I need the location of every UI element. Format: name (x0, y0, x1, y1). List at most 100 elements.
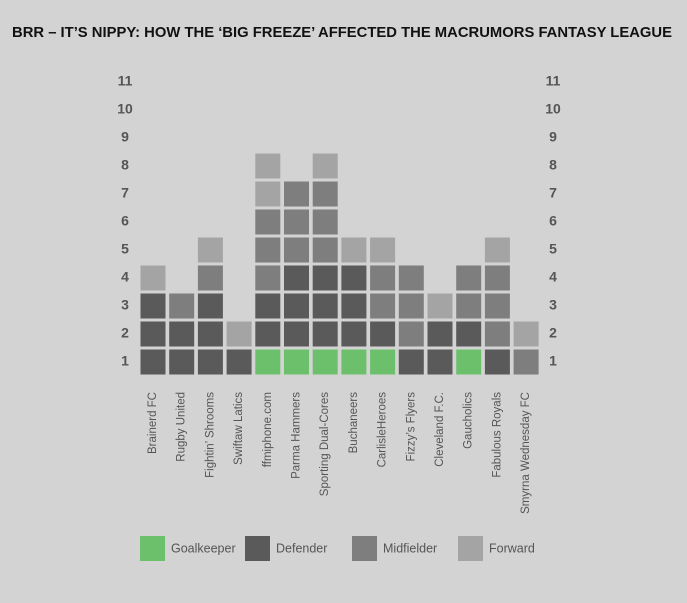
x-tick-label: Fizzy’s Flyers (405, 392, 417, 462)
unit-square (427, 349, 453, 375)
unit-square (484, 237, 510, 263)
unit-square (456, 265, 482, 291)
segment (226, 321, 252, 347)
unit-square (312, 153, 338, 179)
segment (456, 349, 482, 375)
x-tick-label: Fabulous Royals (491, 392, 503, 478)
segment (255, 153, 281, 207)
x-tick-label: Brainerd FC (147, 392, 159, 454)
unit-square (284, 265, 309, 291)
unit-square (370, 237, 396, 263)
y-tick-label-right: 3 (549, 297, 557, 313)
segment (169, 293, 195, 319)
segment (284, 181, 309, 263)
y-tick-label-right: 10 (545, 101, 561, 117)
segment (140, 293, 166, 375)
y-tick-label: 7 (121, 185, 129, 201)
segment (484, 237, 510, 263)
legend-label: Forward (489, 541, 535, 555)
unit-square (312, 181, 338, 207)
unit-square (398, 349, 424, 375)
unit-square (312, 265, 338, 291)
y-tick-label: 8 (121, 157, 129, 173)
segment (169, 321, 195, 375)
unit-square (197, 293, 223, 319)
unit-square (341, 293, 367, 319)
x-tick-label: Cleveland F.C. (434, 392, 446, 467)
unit-square (255, 265, 281, 291)
x-tick-label: Swiftaw Latics (233, 392, 245, 465)
segment (197, 237, 223, 263)
unit-square (398, 321, 424, 347)
legend-label: Defender (276, 541, 327, 555)
unit-square (513, 321, 539, 347)
unit-square (169, 349, 195, 375)
unit-square (140, 349, 166, 375)
x-tick-label: Sporting Dual-Cores (319, 392, 331, 496)
segment (197, 293, 223, 375)
y-tick-label: 5 (121, 241, 129, 257)
segment (370, 321, 396, 347)
y-tick-label-right: 5 (549, 241, 557, 257)
chart-title: BRR – IT’S NIPPY: HOW THE ‘BIG FREEZE’ A… (12, 24, 672, 41)
segment (312, 349, 338, 375)
unit-square (284, 181, 309, 207)
segment (456, 321, 482, 347)
segment (484, 265, 510, 347)
segment (513, 349, 539, 375)
segment (341, 265, 367, 347)
unit-square (312, 293, 338, 319)
unit-square (513, 349, 539, 375)
segment (370, 265, 396, 319)
unit-square (312, 349, 338, 375)
unit-square (169, 293, 195, 319)
unit-square (484, 293, 510, 319)
x-tick-label: Parma Hammers (291, 392, 303, 479)
unit-square (255, 321, 281, 347)
unit-square (169, 321, 195, 347)
unit-square (398, 265, 424, 291)
segment (140, 265, 166, 291)
y-tick-label-right: 4 (549, 269, 557, 285)
unit-square (140, 321, 166, 347)
unit-square (456, 293, 482, 319)
unit-square (284, 349, 309, 375)
segment (484, 349, 510, 375)
unit-square (370, 321, 396, 347)
y-tick-label: 4 (121, 269, 129, 285)
unit-square (226, 349, 252, 375)
legend-swatch (140, 536, 165, 561)
segment (255, 349, 281, 375)
segment (370, 349, 396, 375)
y-tick-label: 2 (121, 325, 129, 341)
legend-swatch (352, 536, 377, 561)
y-tick-label: 6 (121, 213, 129, 229)
unit-square (370, 293, 396, 319)
y-tick-label-right: 1 (549, 353, 557, 369)
unit-square (427, 293, 453, 319)
segment (312, 153, 338, 179)
unit-square (341, 349, 367, 375)
unit-square (255, 349, 281, 375)
x-tick-label: Buchaneers (348, 392, 360, 454)
segment (456, 265, 482, 319)
x-tick-label: Fightin’ Shrooms (204, 392, 216, 478)
segment (255, 209, 281, 291)
segment (284, 265, 309, 347)
unit-square (140, 265, 166, 291)
y-tick-label-right: 7 (549, 185, 557, 201)
unit-square (370, 265, 396, 291)
y-tick-label-right: 11 (546, 73, 561, 89)
segment (398, 349, 424, 375)
y-tick-label: 11 (118, 73, 133, 89)
unit-square (284, 209, 309, 235)
unit-square (484, 321, 510, 347)
unit-square (197, 321, 223, 347)
unit-square (312, 237, 338, 263)
x-tick-label: Rugby United (176, 392, 188, 462)
unit-square (484, 265, 510, 291)
y-tick-label: 10 (117, 101, 133, 117)
legend-label: Goalkeeper (171, 541, 236, 555)
x-tick-label: ffmiphone.com (262, 392, 274, 467)
